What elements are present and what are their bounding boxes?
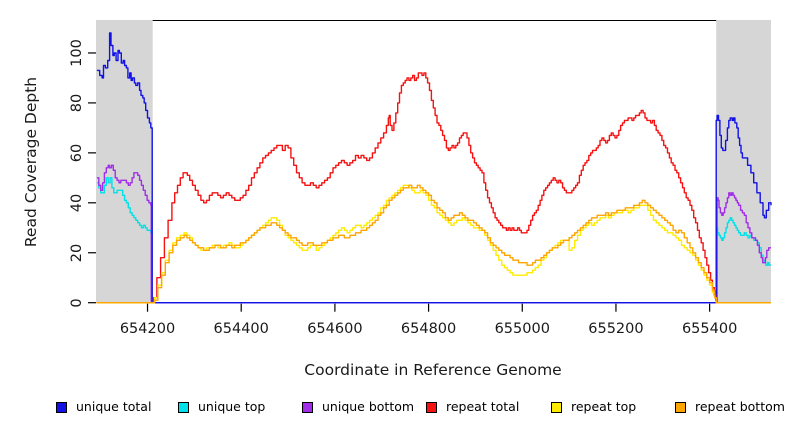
legend-label: repeat total [446,399,520,414]
x-tick-label: 655200 [588,321,644,337]
x-tick-label: 655400 [681,321,738,337]
y-tick-label: 60 [69,143,85,163]
series-line-repeat-top [96,184,771,304]
series-line-unique-bottom [96,164,771,304]
series-line-repeat-bottom [96,184,771,304]
legend-label: unique bottom [322,399,415,414]
legend-item-repeat-total: repeat total [426,399,519,415]
legend-label: repeat top [571,399,637,414]
unique-top-swatch-icon [178,401,189,413]
legend-item-unique-top: unique top [178,399,265,415]
x-tick-label: 655000 [494,321,550,337]
series-line-unique-total [96,32,772,304]
legend-item-repeat-top: repeat top [551,399,636,415]
y-tick-label: 40 [69,193,85,213]
repeat-total-swatch-icon [426,401,437,413]
x-tick-label: 654200 [119,321,176,337]
y-tick-label: 80 [69,93,85,113]
series-line-unique-top [96,177,771,304]
legend-label: unique top [198,399,266,414]
repeat-top-swatch-icon [551,401,562,413]
y-tick-label: 100 [69,39,85,67]
unique-total-swatch-icon [56,401,67,413]
x-tick-label: 654600 [307,321,363,337]
x-tick-label: 654400 [213,321,269,337]
legend-label: repeat bottom [695,399,785,414]
x-tick-label: 654800 [400,321,457,337]
y-tick-label: 20 [69,243,85,262]
legend-item-repeat-bottom: repeat bottom [675,399,785,415]
legend-item-unique-bottom: unique bottom [302,399,414,415]
y-tick-label: 0 [69,298,85,308]
x-axis-title: Coordinate in Reference Genome [304,361,562,379]
y-axis-title: Read Coverage Depth [22,76,40,248]
repeat-bottom-swatch-icon [675,401,686,413]
unique-bottom-swatch-icon [302,401,313,413]
series-line-repeat-total [96,72,771,304]
legend-label: unique total [76,399,152,414]
legend-item-unique-total: unique total [56,399,151,415]
